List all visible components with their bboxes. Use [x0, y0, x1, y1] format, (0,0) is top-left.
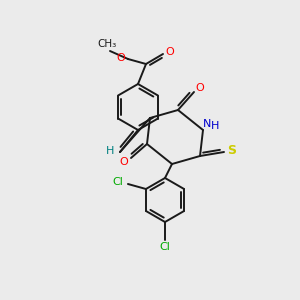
Text: CH₃: CH₃: [98, 39, 117, 49]
Text: H: H: [106, 146, 114, 156]
Text: O: O: [117, 53, 125, 63]
Text: H: H: [211, 121, 219, 131]
Text: Cl: Cl: [112, 177, 123, 187]
Text: O: O: [120, 157, 128, 167]
Text: O: O: [166, 47, 174, 57]
Text: O: O: [196, 83, 204, 93]
Text: Cl: Cl: [160, 242, 170, 252]
Text: N: N: [203, 119, 211, 129]
Text: S: S: [227, 145, 236, 158]
